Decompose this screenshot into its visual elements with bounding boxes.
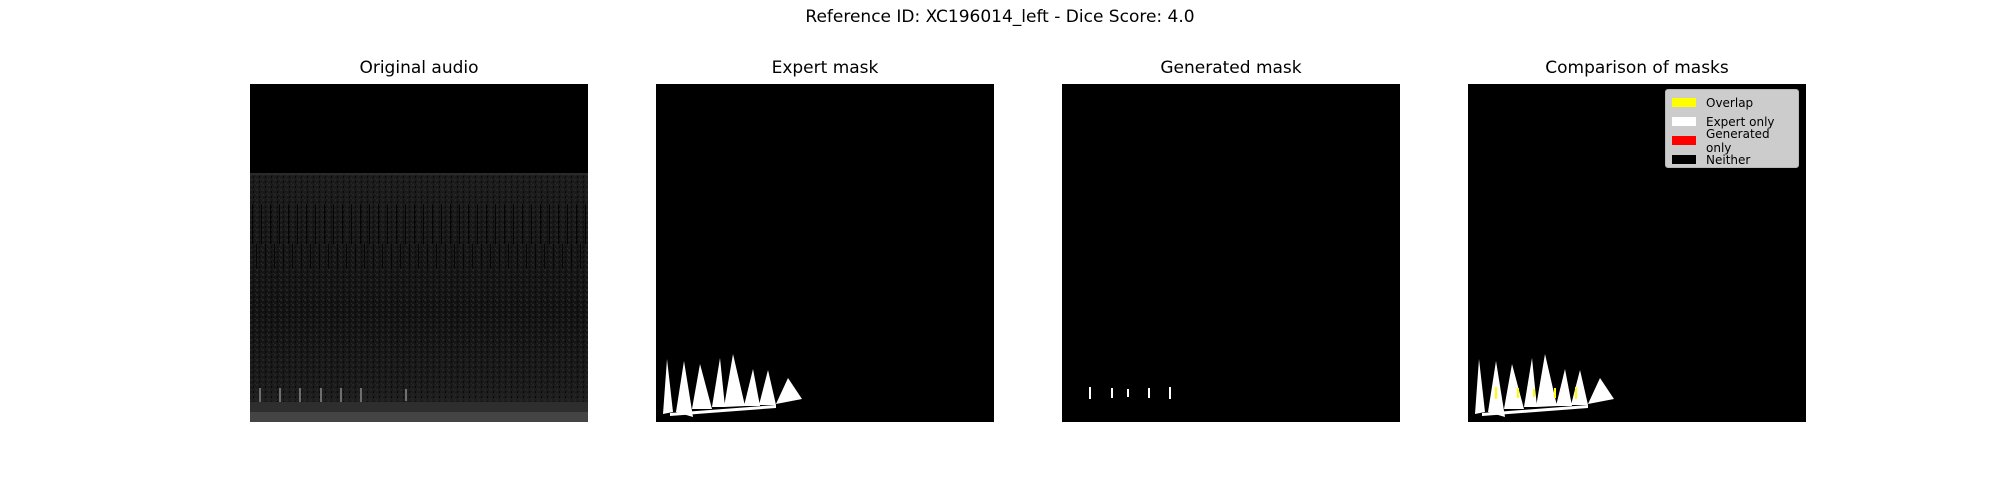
generated-mask-panel	[1062, 84, 1400, 422]
legend-swatch-overlap	[1672, 98, 1696, 107]
legend-label-expert-only: Expert only	[1706, 114, 1775, 129]
legend-entry-neither: Neither	[1672, 150, 1792, 169]
panel-title-expert-mask: Expert mask	[771, 58, 879, 78]
legend-label-neither: Neither	[1706, 152, 1751, 167]
panel-title-original-audio: Original audio	[359, 58, 479, 78]
generated-mask-shapes	[1089, 387, 1171, 399]
legend-label-overlap: Overlap	[1706, 95, 1754, 110]
comparison-mask-shapes	[1475, 354, 1614, 417]
legend-entry-expert-only: Expert only	[1672, 112, 1792, 131]
spectrogram-image	[250, 84, 588, 422]
panel-title-generated-mask: Generated mask	[1160, 58, 1302, 78]
legend-swatch-neither	[1672, 155, 1696, 164]
spectrogram-panel	[250, 84, 588, 422]
panel-title-comparison: Comparison of masks	[1545, 58, 1729, 78]
legend: Overlap Expert only Generated only Neith…	[1665, 89, 1799, 168]
legend-swatch-generated-only	[1672, 136, 1696, 145]
legend-entry-generated-only: Generated only	[1672, 127, 1792, 155]
expert-mask-shapes	[663, 354, 802, 417]
expert-mask-panel	[656, 84, 994, 422]
legend-swatch-expert-only	[1672, 117, 1696, 126]
figure-title: Reference ID: XC196014_left - Dice Score…	[805, 7, 1195, 27]
legend-label-generated-only: Generated only	[1706, 126, 1770, 155]
legend-entry-overlap: Overlap	[1672, 93, 1792, 112]
